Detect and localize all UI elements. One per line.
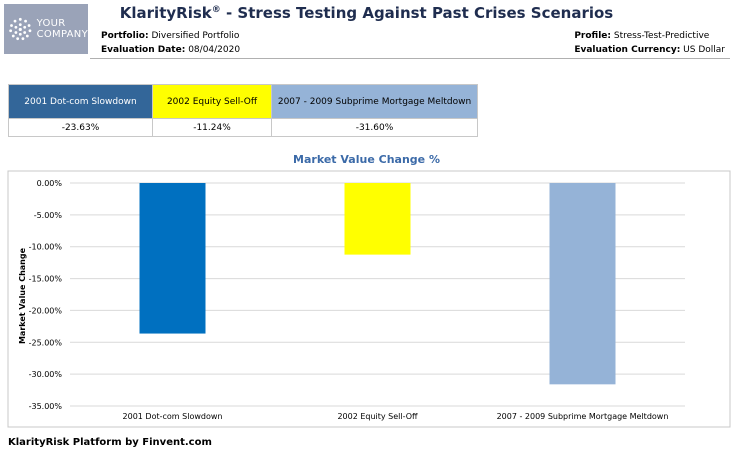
logo-text: YOUR COMPANY: [36, 18, 88, 40]
logo-dots-icon: [9, 17, 32, 41]
chart-border: [7, 170, 731, 428]
y-axis-label: Market Value Change: [18, 247, 27, 344]
scenario-value-2: -11.24%: [152, 118, 272, 137]
x-tick-label: 2001 Dot-com Slowdown: [123, 412, 223, 421]
x-tick-label: 2002 Equity Sell-Off: [337, 412, 418, 421]
y-tick-label: -15.00%: [29, 275, 63, 284]
portfolio-value: Diversified Portfolio: [151, 31, 240, 41]
y-tick-label: -25.00%: [29, 338, 63, 347]
evaluation-date-value: 08/04/2020: [188, 45, 241, 55]
profile-value: Stress-Test-Predictive: [613, 31, 710, 41]
x-tick-labels: 2001 Dot-com Slowdown 2002 Equity Sell-Of…: [123, 412, 669, 421]
scenario-header-1: 2001 Dot-com Slowdown: [8, 84, 153, 119]
bar-2: [344, 183, 411, 255]
footer-text: KlarityRisk Platform by Finvent.com: [8, 437, 212, 448]
chart-bars: [139, 183, 616, 385]
scenario-value-1: -23.63%: [8, 118, 153, 137]
y-tick-labels: 0.00% -5.00% -10.00% -15.00% -20.00% -25.00% -…: [29, 179, 63, 411]
y-tick-label: -5.00%: [34, 211, 63, 220]
bar-1: [139, 183, 206, 334]
currency-value: US Dollar: [683, 45, 725, 55]
scenario-value-3: -31.60%: [271, 118, 478, 137]
y-tick-label: 0.00%: [37, 179, 63, 188]
y-tick-label: -10.00%: [29, 243, 63, 252]
y-tick-label: -35.00%: [29, 402, 63, 411]
header-divider: [90, 58, 730, 59]
scenario-table: 2001 Dot-com Slowdown 2002 Equity Sell-O…: [8, 84, 478, 137]
scenario-header-2: 2002 Equity Sell-Off: [152, 84, 272, 119]
y-tick-label: -30.00%: [29, 370, 63, 379]
chart-title: Market Value Change %: [293, 153, 440, 166]
bar-3: [549, 183, 616, 385]
report-meta-left: Portfolio: Diversified Portfolio Evaluat…: [101, 31, 241, 55]
y-tick-label: -20.00%: [29, 306, 63, 315]
report-meta-right: Profile: Stress-Test-Predictive Evaluati…: [574, 31, 725, 55]
company-logo: YOUR COMPANY: [4, 4, 88, 54]
market-value-chart: 0.00% -5.00% -10.00% -15.00% -20.00% -25.00% -…: [7, 170, 731, 428]
x-tick-label: 2007 - 2009 Subprime Mortgage Meltdown: [497, 412, 669, 421]
report-title: KlarityRisk® - Stress Testing Against Pa…: [119, 4, 614, 22]
scenario-header-3: 2007 - 2009 Subprime Mortgage Meltdown: [271, 84, 478, 119]
